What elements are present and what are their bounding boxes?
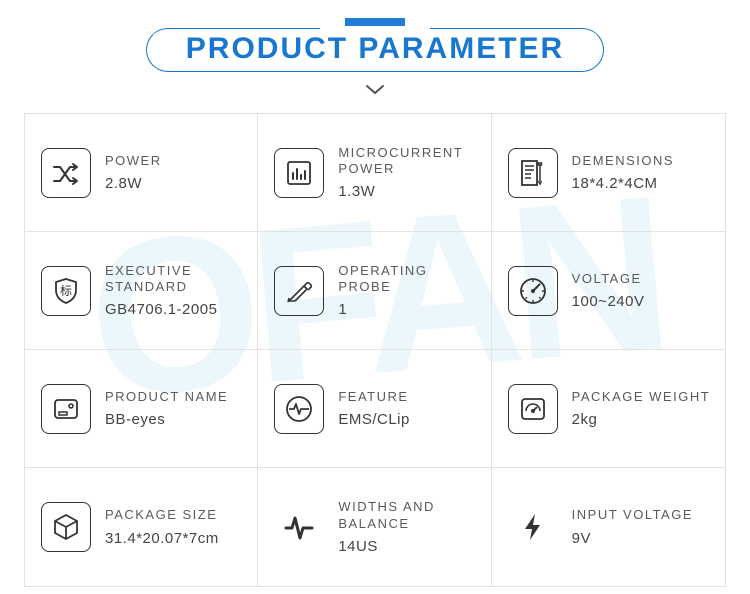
chevron-down-icon [0,80,750,101]
svg-text:标: 标 [60,284,72,298]
param-cell: WIDTHS AND BALANCE 14US [258,468,491,586]
param-label: VOLTAGE [572,271,711,287]
param-text: MICROCURRENT POWER 1.3W [338,145,476,201]
param-value: 1 [338,301,476,318]
param-cell: VOLTAGE 100~240V [492,232,725,350]
param-value: 100~240V [572,293,711,310]
param-cell: POWER 2.8W [25,114,258,232]
param-label: FEATURE [338,389,476,405]
barchart-icon [274,148,324,198]
param-label: PACKAGE SIZE [105,507,243,523]
param-cell: INPUT VOLTAGE 9V [492,468,725,586]
param-label: DEMENSIONS [572,153,711,169]
param-value: EMS/CLip [338,411,476,428]
param-cell: 标 EXECUTIVE STANDARD GB4706.1-2005 [25,232,258,350]
document-pencil-icon [508,148,558,198]
param-label: PRODUCT NAME [105,389,243,405]
gauge-icon [508,266,558,316]
meter-icon [508,384,558,434]
box-icon [41,502,91,552]
param-text: FEATURE EMS/CLip [338,389,476,428]
param-cell: DEMENSIONS 18*4.2*4CM [492,114,725,232]
param-value: 1.3W [338,183,476,200]
param-label: EXECUTIVE STANDARD [105,263,243,296]
param-value: 2.8W [105,175,243,192]
bolt-icon [508,502,558,552]
param-cell: MICROCURRENT POWER 1.3W [258,114,491,232]
param-label: POWER [105,153,243,169]
pulse-circle-icon [274,384,324,434]
param-label: OPERATING PROBE [338,263,476,296]
param-cell: PRODUCT NAME BB-eyes [25,350,258,468]
param-label: INPUT VOLTAGE [572,507,711,523]
param-text: POWER 2.8W [105,153,243,192]
param-text: EXECUTIVE STANDARD GB4706.1-2005 [105,263,243,319]
accent-bar [345,18,405,26]
param-value: 18*4.2*4CM [572,175,711,192]
title-border [146,28,604,72]
param-value: BB-eyes [105,411,243,428]
soldering-pen-icon [274,266,324,316]
param-cell: PACKAGE WEIGHT 2kg [492,350,725,468]
param-label: WIDTHS AND BALANCE [338,499,476,532]
param-text: PACKAGE WEIGHT 2kg [572,389,711,428]
param-value: GB4706.1-2005 [105,301,243,318]
param-text: INPUT VOLTAGE 9V [572,507,711,546]
card-icon [41,384,91,434]
param-value: 9V [572,530,711,547]
param-value: 31.4*20.07*7cm [105,530,243,547]
param-cell: FEATURE EMS/CLip [258,350,491,468]
param-text: PRODUCT NAME BB-eyes [105,389,243,428]
param-text: OPERATING PROBE 1 [338,263,476,319]
param-cell: PACKAGE SIZE 31.4*20.07*7cm [25,468,258,586]
param-text: PACKAGE SIZE 31.4*20.07*7cm [105,507,243,546]
param-text: WIDTHS AND BALANCE 14US [338,499,476,555]
shield-biao-icon: 标 [41,266,91,316]
param-text: VOLTAGE 100~240V [572,271,711,310]
param-value: 2kg [572,411,711,428]
shuffle-icon [41,148,91,198]
param-value: 14US [338,538,476,555]
activity-icon [274,502,324,552]
param-text: DEMENSIONS 18*4.2*4CM [572,153,711,192]
parameter-grid: POWER 2.8W MICROCURRENT POWER 1.3W DEMENSION… [24,113,726,587]
param-cell: OPERATING PROBE 1 [258,232,491,350]
param-label: MICROCURRENT POWER [338,145,476,178]
header: PRODUCT PARAMETER [0,0,750,101]
param-label: PACKAGE WEIGHT [572,389,711,405]
title-wrap: PRODUCT PARAMETER [146,28,604,72]
